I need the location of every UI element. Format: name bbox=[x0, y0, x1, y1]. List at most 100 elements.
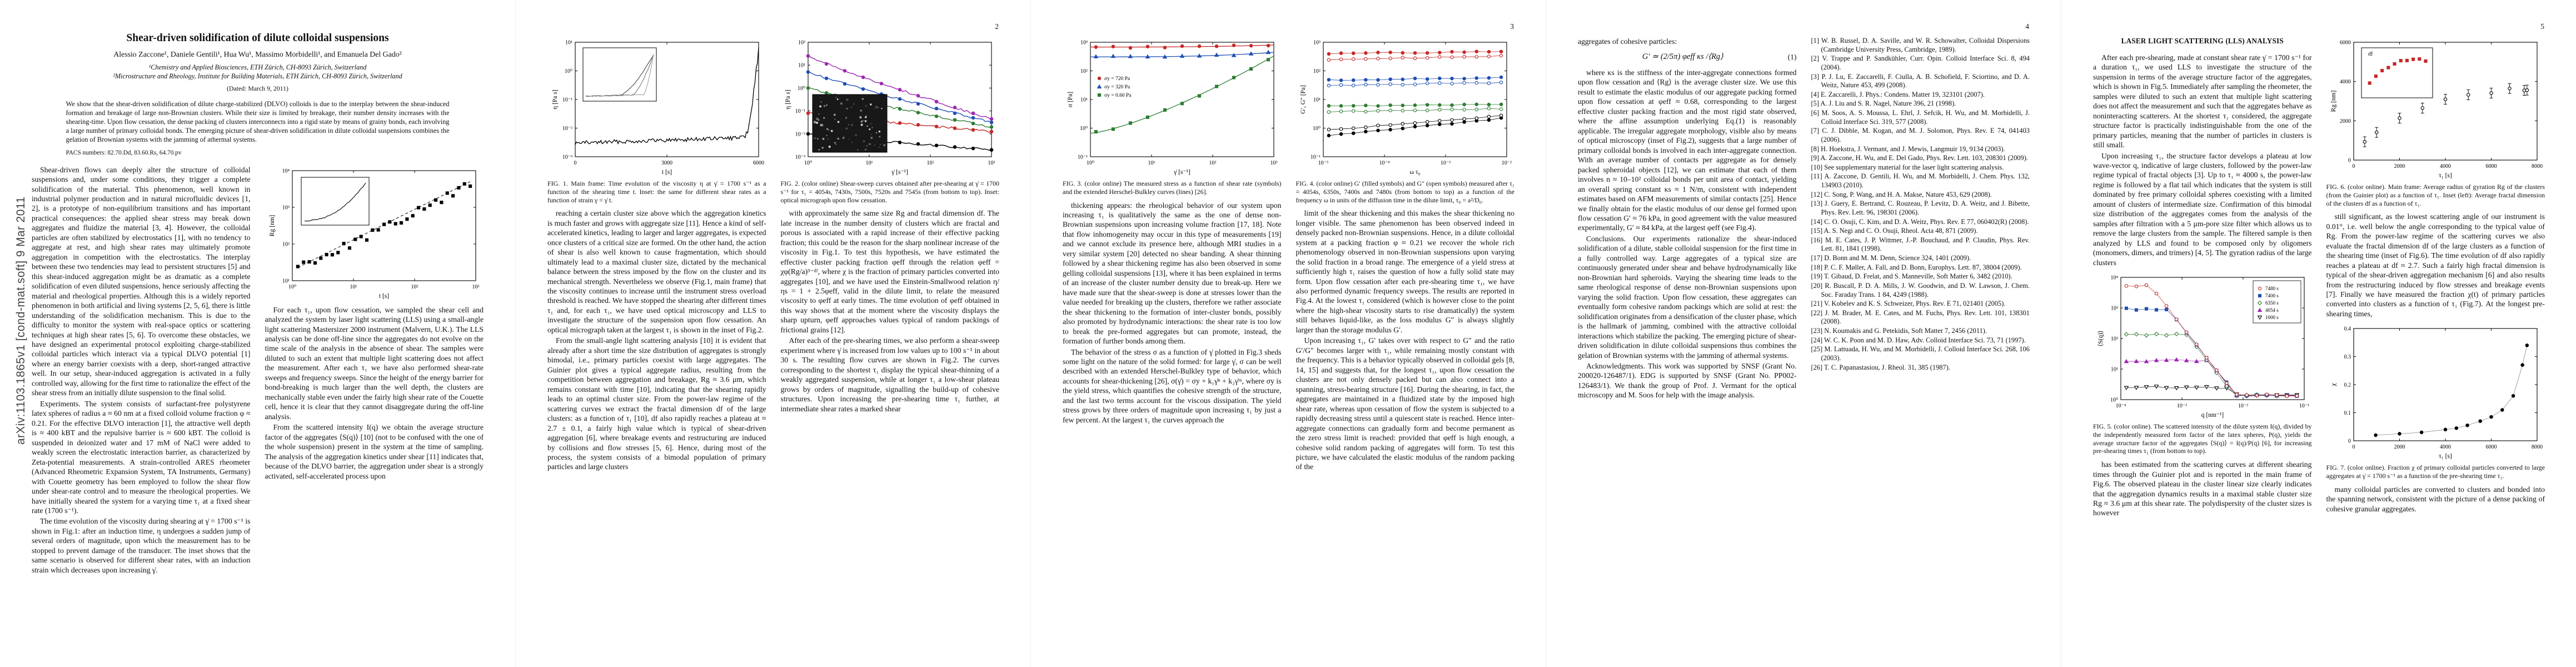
page5-left-text-bottom: has been estimated from the scattering c… bbox=[2093, 460, 2312, 518]
abstract-text: We show that the shear-driven solidifica… bbox=[66, 100, 450, 143]
page1-column-left: Shear-driven flows can deeply alter the … bbox=[32, 165, 251, 576]
svg-text:10³: 10³ bbox=[2111, 306, 2118, 312]
body-paragraph: many colloidal particles are converted t… bbox=[2326, 485, 2545, 513]
reference-item: [18] P. C. F. Møller, A. Fall, and D. Bo… bbox=[1811, 263, 2022, 271]
reference-item: [23] N. Koumakis and G. Petekidis, Soft … bbox=[1811, 327, 1987, 335]
figure-7-plot: 0 2000 4000 6000 8000 0.4 0.3 0.2 0.1 0 τ₁ [s] χ bbox=[2330, 326, 2543, 460]
body-paragraph: From the scattered intensity I(q) we obt… bbox=[265, 423, 484, 480]
reference-item: [26] T. C. Papanastasiou, J. Rheol. 31, … bbox=[1811, 363, 1950, 371]
svg-text:10⁰: 10⁰ bbox=[288, 284, 296, 290]
svg-text:η [Pa s]: η [Pa s] bbox=[785, 89, 791, 109]
svg-text:ω τ₀: ω τ₀ bbox=[1410, 169, 1421, 176]
svg-text:6000: 6000 bbox=[2340, 40, 2351, 46]
svg-text:10¹: 10¹ bbox=[1313, 97, 1321, 103]
svg-text:0: 0 bbox=[574, 160, 576, 166]
svg-text:10⁰: 10⁰ bbox=[798, 86, 805, 92]
body-paragraph: Shear-driven flows can deeply alter the … bbox=[32, 165, 251, 397]
svg-text:2000: 2000 bbox=[2394, 444, 2405, 450]
svg-text:10²: 10² bbox=[282, 241, 290, 247]
page5-columns: LASER LIGHT SCATTERING (LLS) ANALYSIS Af… bbox=[2093, 0, 2545, 519]
reference-item: [2] V. Trappe and P. Sandkühler, Curr. O… bbox=[1811, 54, 2030, 71]
body-paragraph: From the small-angle light scattering an… bbox=[547, 336, 766, 471]
body-paragraph: reaching a certain cluster size above wh… bbox=[547, 209, 766, 334]
paper-authors: Alessio Zaccone¹, Daniele Gentili¹, Hua … bbox=[113, 50, 402, 58]
page3-right-text: limit of the shear thickening and this m… bbox=[1296, 208, 1515, 472]
svg-text:4000: 4000 bbox=[2440, 444, 2451, 450]
figure-6: 0 2000 4000 6000 8000 6000 4000 2000 0 τ₁ [s] Rg [… bbox=[2326, 37, 2545, 207]
figure-1-plot: 0 3000 6000 10¹ 10⁰ 10⁻¹ 10⁻² 10⁻³ t [s] η [Pa s] bbox=[552, 40, 764, 176]
page-number: 3 bbox=[1510, 22, 1514, 31]
body-paragraph: After each pre-shearing, made at constan… bbox=[2093, 53, 2312, 150]
svg-text:10³: 10³ bbox=[1313, 40, 1321, 46]
reference-item: [25] M. Lattuada, H. Wu, and M. Morbidel… bbox=[1811, 345, 2030, 362]
svg-text:χ: χ bbox=[2330, 383, 2337, 387]
svg-text:4000: 4000 bbox=[2340, 79, 2351, 85]
svg-text:0: 0 bbox=[2353, 163, 2355, 170]
svg-text:Rg [nm]: Rg [nm] bbox=[2330, 91, 2337, 112]
svg-text:0.3: 0.3 bbox=[2344, 354, 2351, 360]
reference-item: [13] J. Guery, E. Bertrand, C. Rouzeau, … bbox=[1811, 200, 2030, 216]
svg-text:10⁻¹: 10⁻¹ bbox=[2299, 403, 2309, 409]
figure-2-plot: 10⁰ 10¹ 10² 10³ 10² 10¹ 10⁰ 10⁻¹ 10⁻² 10⁻³ γ̇ [s⁻¹… bbox=[785, 40, 995, 176]
figure-4-plot: 10⁻⁵ 10⁻⁴ 10⁻³ 10⁻² 10³ 10² 10¹ 10⁰ 10⁻¹ ω τ₀ G′, … bbox=[1300, 40, 1512, 176]
svg-text:8000: 8000 bbox=[2532, 163, 2543, 170]
page-number: 5 bbox=[2540, 22, 2544, 31]
figure-4-caption: FIG. 4. (color online) G′ (filled symbol… bbox=[1296, 180, 1515, 204]
figure-5: 10⁻⁴ 10⁻³ 10⁻² 10⁻¹ 10⁴ 10³ 10² 10¹ 10⁰ q [nm⁻¹] ⟨… bbox=[2093, 272, 2312, 455]
body-paragraph: Upon increasing τ₁, G′ takes over with r… bbox=[1296, 336, 1515, 471]
body-paragraph: Conclusions. Our experiments rationalize… bbox=[1578, 234, 1797, 360]
svg-text:6000: 6000 bbox=[2486, 163, 2497, 170]
equation-1-number: (1) bbox=[1787, 53, 1797, 62]
figure-5-caption: FIG. 5. (color online). The scattered in… bbox=[2093, 422, 2312, 455]
svg-text:4054 s: 4054 s bbox=[2265, 307, 2279, 313]
page-2: 2 0 3000 6000 10¹ 10⁰ 10⁻¹ 10⁻² 10⁻³ t [s] η [Pa … bbox=[515, 0, 1031, 667]
svg-text:10⁰: 10⁰ bbox=[804, 160, 812, 166]
svg-text:10⁻²: 10⁻² bbox=[1502, 160, 1512, 166]
svg-text:σ [Pa]: σ [Pa] bbox=[1067, 92, 1074, 107]
affiliation-1: ¹Chemistry and Applied Biosciences, ETH … bbox=[148, 63, 367, 71]
body-paragraph: For each τ₁, upon flow cessation, we sam… bbox=[265, 305, 484, 421]
page3-column-left: 10⁰ 10¹ 10² 10³ 10³ 10² 10¹ 10⁰ 10⁻¹ γ̇ [s⁻¹] σ [P… bbox=[1063, 37, 1282, 473]
page1-right-text: For each τ₁, upon flow cessation, we sam… bbox=[265, 305, 484, 481]
body-paragraph: The behavior of the stress σ as a functi… bbox=[1063, 347, 1282, 424]
body-paragraph: The time evolution of the viscosity duri… bbox=[32, 517, 251, 574]
svg-text:df: df bbox=[2368, 51, 2373, 57]
svg-text:10¹: 10¹ bbox=[866, 160, 873, 166]
svg-text:10¹: 10¹ bbox=[565, 40, 572, 46]
reference-item: [7] C. J. Dibble, M. Kogan, and M. J. So… bbox=[1811, 127, 2030, 143]
pacs-line: PACS numbers: 82.70.Dd, 83.60.Rs, 64.70.… bbox=[66, 149, 182, 156]
svg-text:10³: 10³ bbox=[1080, 40, 1088, 46]
svg-text:10⁰: 10⁰ bbox=[565, 68, 572, 74]
svg-text:10⁻²: 10⁻² bbox=[2238, 403, 2248, 409]
svg-text:10⁻⁴: 10⁻⁴ bbox=[2115, 403, 2126, 409]
svg-text:10¹: 10¹ bbox=[1080, 97, 1088, 103]
figure-2-caption: FIG. 2. (color online) Shear-sweep curve… bbox=[780, 180, 1000, 204]
reference-item: [24] W. C. K. Poon and M. D. Haw, Adv. C… bbox=[1811, 336, 2026, 344]
svg-text:⟨S(q)⟩: ⟨S(q)⟩ bbox=[2097, 331, 2104, 347]
reference-item: [9] A. Zaccone, H. Wu, and E. Del Gado, … bbox=[1811, 154, 2028, 162]
svg-text:10⁻³: 10⁻³ bbox=[795, 155, 805, 161]
page2-column-right: 10⁰ 10¹ 10² 10³ 10² 10¹ 10⁰ 10⁻¹ 10⁻² 10⁻³ γ̇ [s⁻¹… bbox=[781, 37, 1000, 473]
svg-text:10²: 10² bbox=[927, 160, 934, 166]
svg-text:10¹: 10¹ bbox=[350, 284, 357, 290]
affiliation-2: ²Microstructure and Rheology, Institute … bbox=[113, 72, 402, 81]
svg-text:γ̇ [s⁻¹]: γ̇ [s⁻¹] bbox=[1173, 169, 1190, 176]
page2-right-text: with approximately the same size Rg and … bbox=[781, 208, 1000, 414]
paper-title: Shear-driven solidification of dilute co… bbox=[126, 32, 389, 44]
svg-text:8000: 8000 bbox=[2532, 444, 2543, 450]
page5-right-text-bottom: many colloidal particles are converted t… bbox=[2326, 485, 2545, 514]
svg-text:10²: 10² bbox=[411, 284, 418, 290]
svg-text:τ₁ [s]: τ₁ [s] bbox=[2439, 172, 2452, 179]
page-5: 5 LASER LIGHT SCATTERING (LLS) ANALYSIS … bbox=[2061, 0, 2576, 667]
svg-text:10⁰: 10⁰ bbox=[1313, 126, 1321, 132]
reference-item: [1] W. B. Russel, D. A. Saville, and W. … bbox=[1811, 37, 2030, 53]
page2-columns: 0 3000 6000 10¹ 10⁰ 10⁻¹ 10⁻² 10⁻³ t [s] η [Pa s]… bbox=[547, 0, 999, 473]
figure-6-plot: 0 2000 4000 6000 8000 6000 4000 2000 0 τ₁ [s] Rg [… bbox=[2330, 40, 2543, 180]
page4-column-left: aggregates of cohesive particles: G′ ≃ (… bbox=[1578, 37, 1797, 401]
svg-text:10¹: 10¹ bbox=[2111, 367, 2118, 373]
figure-4: 10⁻⁵ 10⁻⁴ 10⁻³ 10⁻² 10³ 10² 10¹ 10⁰ 10⁻¹ ω τ₀ G′, … bbox=[1296, 37, 1515, 204]
svg-text:10⁻⁴: 10⁻⁴ bbox=[1379, 160, 1390, 166]
body-paragraph: has been estimated from the scattering c… bbox=[2093, 460, 2312, 517]
reference-item: [11] A. Zaccone, D. Gentili, H. Wu, and … bbox=[1811, 172, 2030, 189]
